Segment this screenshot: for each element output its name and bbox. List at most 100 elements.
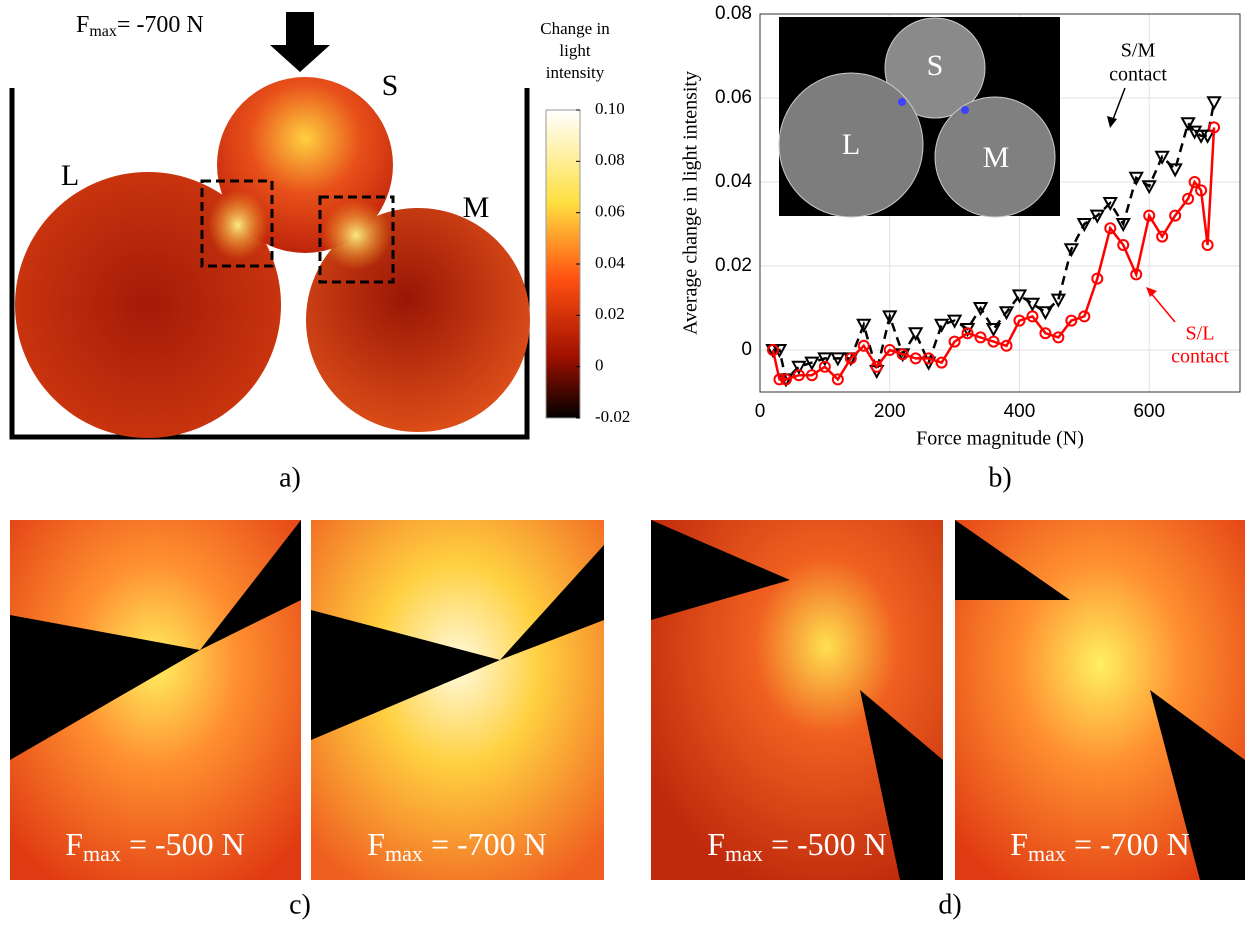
x-tick-label: 0 [755,401,766,422]
zoom-rest: = -500 N [121,826,245,862]
marker [933,318,950,333]
marker [1141,180,1157,195]
marker [1143,209,1156,222]
axes-frame [759,13,1241,393]
marker [1182,192,1195,205]
marker [1011,289,1028,304]
panel-label: b) [988,462,1011,493]
marker [1037,306,1054,321]
zoom-symbol: F [1010,826,1028,862]
marker [896,348,909,361]
marker [1186,125,1203,140]
zoom-rest: = -500 N [763,826,887,862]
force-symbol: F [76,12,89,38]
gap-wedge [311,545,604,740]
marker [909,352,922,365]
marker [804,356,820,371]
panel-label: d) [938,889,961,920]
y-tick-label: 0.04 [715,171,752,192]
marker [1039,327,1052,340]
y-tick-label: 0 [741,339,752,360]
marker [1065,314,1078,327]
marker [985,323,1002,338]
panel-b: b) 0 0.02 0.04 0.06 0.08 0 200 400 600 Force magn… [680,3,1241,493]
marker [946,314,963,329]
marker [1154,150,1170,165]
inset-label: L [842,128,860,161]
colorbar-title: Change in [540,19,610,38]
marker [805,369,818,382]
zoom-symbol: F [707,826,725,862]
marker [830,352,846,367]
annotation-arrow [1149,291,1176,323]
disk-label: L [61,159,79,192]
marker [922,352,935,365]
x-tick-label: 200 [874,401,906,422]
panel-label: a) [279,462,301,493]
marker [1076,218,1093,233]
hot-spot [208,190,268,260]
force-arrow [270,12,330,72]
panel-c: c) [10,520,604,920]
marker [882,310,898,325]
marker [818,360,831,373]
marker [1188,176,1201,188]
annotation: contact [1109,64,1167,86]
inset-disk [934,96,1056,218]
zoom-sub: max [1028,841,1066,866]
marker [791,360,807,375]
zoom-box [200,179,274,268]
marker [1104,222,1117,235]
colorbar-tick-label: 0.04 [595,253,625,272]
zoom-label: Fmax = -500 N [65,826,245,866]
marker [935,356,948,369]
marker [766,344,779,356]
marker [1180,117,1196,132]
colorbar-tick-label: 0 [595,356,604,375]
marker [1091,272,1104,285]
annotation-arrow [1111,87,1126,123]
annotation: S/L [1186,323,1215,345]
panel-a: Fmax= -700 N S L M 0.100.080.060.040.020… [9,12,630,493]
force-sub: max [89,23,117,40]
x-tick-label: 600 [1133,401,1165,422]
zoom-rest: = -700 N [1066,826,1190,862]
marker [844,352,857,365]
container [9,88,530,440]
marker [1052,331,1065,344]
marker [1050,293,1067,308]
inset-contact [898,98,906,106]
colorbar-tick-label: 0.10 [595,99,625,118]
inset-disk [778,72,924,218]
marker [1026,310,1039,323]
marker [1206,96,1222,111]
hot-spot [321,200,391,270]
marker [1169,209,1182,222]
marker [1195,184,1208,197]
zoom-symbol: F [367,826,385,862]
marker [1024,297,1041,312]
force-rest: = -700 N [117,12,204,38]
marker [857,339,870,352]
y-tick-label: 0.08 [715,3,752,24]
annotation: contact [1171,346,1229,368]
colorbar-title: intensity [546,63,605,82]
marker [1115,218,1131,233]
y-axis-label: Average change in light intensity [680,71,702,335]
marker [1013,314,1026,327]
zoom-label: Fmax = -700 N [367,826,547,866]
inset-label: S [927,49,944,82]
marker [1130,268,1143,281]
annotation: S/M [1121,40,1156,62]
marker [1117,239,1130,251]
inset-contact [961,106,969,114]
y-tick-label: 0.02 [715,255,752,276]
marker [961,327,974,340]
panel-d: d) [651,520,1245,920]
inset-disk [884,17,986,119]
zoom-rest: = -700 N [423,826,547,862]
marker [998,306,1015,321]
force-label: Fmax= -700 N [76,12,204,40]
colorbar-tick-label: 0.06 [595,202,625,221]
